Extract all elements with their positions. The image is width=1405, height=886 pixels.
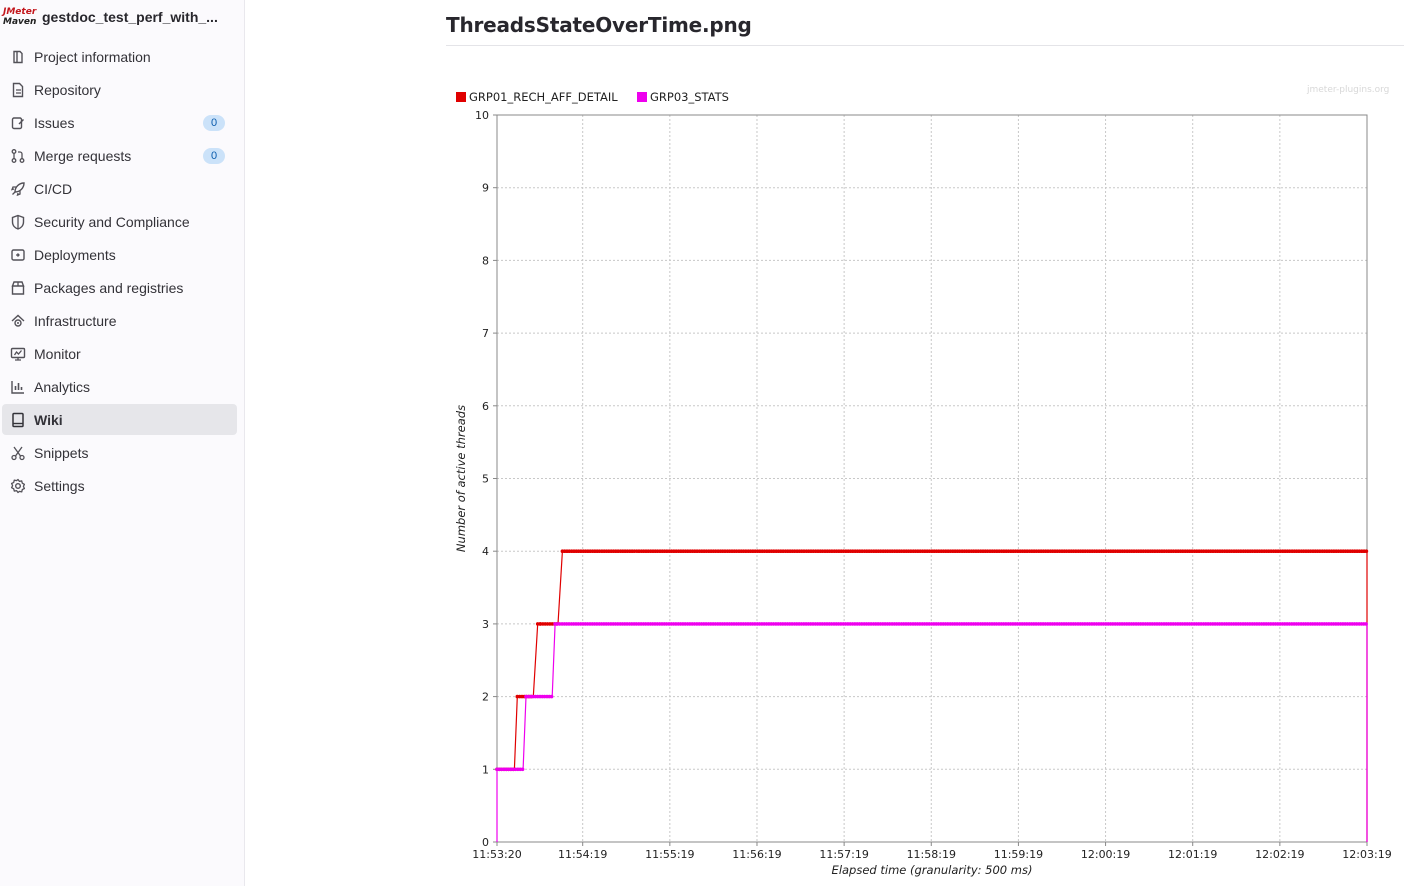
sidebar-item-settings[interactable]: Settings <box>2 470 237 501</box>
x-tick-label: 12:02:19 <box>1255 848 1304 861</box>
page-title: ThreadsStateOverTime.png <box>446 13 752 37</box>
package-icon <box>11 280 25 295</box>
sidebar-item-ci-cd[interactable]: CI/CD <box>2 173 237 204</box>
logo-line-2: Maven <box>3 17 37 27</box>
sidebar-item-label: Infrastructure <box>34 312 117 329</box>
legend-label: GRP03_STATS <box>650 90 729 104</box>
y-tick-label: 10 <box>475 109 489 122</box>
data-point <box>549 694 554 699</box>
sidebar-item-label: Settings <box>34 477 85 494</box>
rocket-icon <box>10 181 25 196</box>
x-tick-label: 11:58:19 <box>907 848 956 861</box>
legend-label: GRP01_RECH_AFF_DETAIL <box>469 90 618 104</box>
sidebar-item-snippets[interactable]: Snippets <box>2 437 237 468</box>
monitor-icon <box>10 347 26 361</box>
y-tick-label: 1 <box>482 763 489 776</box>
sidebar-item-label: Project information <box>34 48 151 65</box>
count-badge: 0 <box>203 115 225 131</box>
data-point <box>1364 549 1369 553</box>
y-tick-label: 5 <box>482 473 489 486</box>
merge-request-icon <box>11 148 25 163</box>
sidebar-item-label: Issues <box>34 114 75 131</box>
x-tick-label: 11:57:19 <box>819 848 868 861</box>
sidebar-item-project-information[interactable]: Project information <box>2 41 237 72</box>
x-axis-label: Elapsed time (granularity: 500 ms) <box>832 863 1033 877</box>
x-tick-label: 11:53:20 <box>472 848 521 861</box>
sidebar-item-label: Security and Compliance <box>34 213 190 230</box>
y-tick-label: 7 <box>482 327 489 340</box>
document-icon <box>12 82 24 97</box>
series-line-grp01-rech-aff-detail <box>497 550 1368 842</box>
count-badge: 0 <box>203 148 225 164</box>
sidebar-item-label: Merge requests <box>34 147 132 164</box>
sidebar-item-security-and-compliance[interactable]: Security and Compliance <box>2 206 237 237</box>
jmeter-maven-logo: JMeter Maven <box>3 7 37 29</box>
sidebar-item-repository[interactable]: Repository <box>2 74 237 105</box>
book-icon <box>12 412 24 427</box>
y-axis-label: Number of active threads <box>454 405 468 552</box>
scissors-icon <box>11 446 25 460</box>
sidebar-nav: Project information Repository Issues 0 Merg… <box>0 41 245 503</box>
project-name[interactable]: gestdoc_test_perf_with_... <box>42 9 218 25</box>
y-tick-label: 9 <box>482 182 489 195</box>
sidebar-item-analytics[interactable]: Analytics <box>2 371 237 402</box>
sidebar-item-label: CI/CD <box>34 180 73 197</box>
x-tick-label: 11:55:19 <box>645 848 694 861</box>
y-tick-label: 8 <box>482 254 489 267</box>
shield-icon <box>11 214 25 230</box>
sidebar-item-deployments[interactable]: Deployments <box>2 239 237 270</box>
legend-swatch <box>456 92 466 102</box>
chart-icon <box>11 380 24 394</box>
y-tick-label: 0 <box>482 836 489 849</box>
sidebar-item-monitor[interactable]: Monitor <box>2 338 237 369</box>
project-icon <box>13 50 23 63</box>
sidebar-item-packages-and-registries[interactable]: Packages and registries <box>2 272 237 303</box>
settings-icon <box>10 478 26 493</box>
deployments-icon <box>11 248 25 261</box>
sidebar-item-label: Wiki <box>34 411 63 428</box>
cloud-gear-icon <box>11 314 25 327</box>
x-tick-label: 11:54:19 <box>558 848 607 861</box>
sidebar: JMeter Maven gestdoc_test_perf_with_... … <box>0 0 245 886</box>
sidebar-item-label: Deployments <box>34 246 116 263</box>
sidebar-item-label: Repository <box>34 81 101 98</box>
sidebar-item-issues[interactable]: Issues 0 <box>2 107 237 138</box>
x-tick-label: 12:03:19 <box>1342 848 1391 861</box>
logo-line-1: JMeter <box>3 7 37 17</box>
y-tick-label: 3 <box>482 618 489 631</box>
chart-watermark: jmeter-plugins.org <box>1307 85 1390 95</box>
project-header[interactable]: JMeter Maven gestdoc_test_perf_with_... <box>0 0 245 38</box>
sidebar-item-wiki[interactable]: Wiki <box>2 404 237 435</box>
data-point <box>1364 622 1368 626</box>
title-divider <box>446 45 1404 46</box>
x-tick-label: 11:59:19 <box>994 848 1043 861</box>
plot-frame <box>496 114 1368 843</box>
sidebar-item-merge-requests[interactable]: Merge requests 0 <box>2 140 237 171</box>
issues-icon <box>11 116 24 129</box>
sidebar-item-label: Analytics <box>34 378 91 395</box>
sidebar-item-label: Monitor <box>34 345 81 362</box>
x-tick-label: 11:56:19 <box>732 848 781 861</box>
sidebar-item-infrastructure[interactable]: Infrastructure <box>2 305 237 336</box>
y-tick-label: 6 <box>482 400 489 413</box>
threads-state-chart: GRP01_RECH_AFF_DETAIL GRP03_STATS 0 1 2 3 4 5 6 7… <box>454 90 1392 877</box>
x-tick-label: 12:00:19 <box>1081 848 1130 861</box>
sidebar-item-label: Packages and registries <box>34 279 184 296</box>
series-line-grp03-stats <box>496 623 1368 842</box>
sidebar-item-label: Snippets <box>34 444 89 461</box>
y-tick-label: 2 <box>482 691 489 704</box>
x-tick-label: 12:01:19 <box>1168 848 1217 861</box>
legend-swatch <box>637 92 647 102</box>
y-tick-label: 4 <box>482 545 489 558</box>
data-point <box>520 767 525 772</box>
